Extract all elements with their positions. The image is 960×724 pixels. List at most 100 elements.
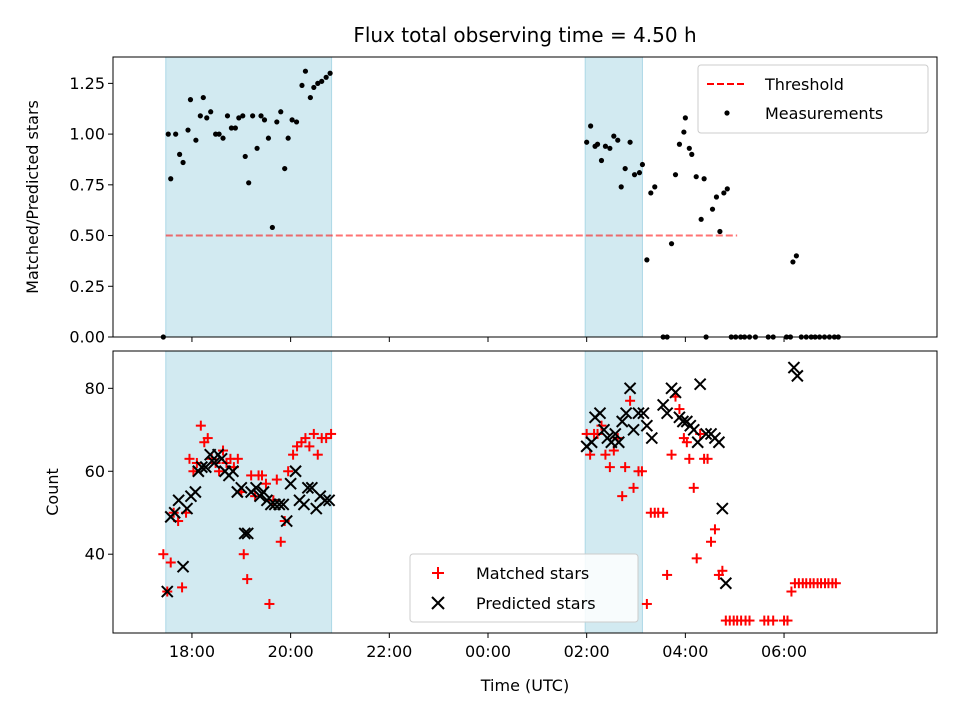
- ratio-panel: 0.00 0.25 0.50 0.75 1.00 1.25 Matched/Predict…: [23, 56, 938, 347]
- measurement-point: [648, 190, 654, 196]
- matched-star-marker: [830, 578, 841, 589]
- legend-matched-label: Matched stars: [476, 564, 589, 583]
- measurement-point: [622, 165, 628, 172]
- measurement-point: [307, 94, 313, 101]
- matched-star-marker: [308, 428, 319, 439]
- matched-star-marker: [238, 549, 249, 560]
- measurement-point: [676, 141, 683, 147]
- y-tick-label: 1.00: [69, 125, 105, 144]
- measurement-point: [254, 145, 260, 151]
- x-tick-label: 18:00: [169, 642, 215, 661]
- predicted-star-marker: [207, 456, 221, 470]
- predicted-star-marker: [189, 485, 202, 499]
- measurement-point: [173, 131, 179, 137]
- y-tick-label: 80: [85, 379, 105, 398]
- predicted-star-marker-b: [305, 481, 319, 495]
- predicted-star-marker: [645, 431, 659, 445]
- matched-star-marker: [658, 507, 669, 518]
- predicted-star-marker-b: [712, 436, 726, 449]
- x-tick-label: 00:00: [465, 642, 511, 661]
- predicted-star-marker-b: [284, 477, 297, 490]
- measurement-point: [686, 145, 692, 151]
- legend-measurements-swatch: [724, 110, 730, 116]
- predicted-star-marker-b: [676, 415, 690, 428]
- measurement-point: [602, 143, 609, 149]
- predicted-star-marker: [637, 406, 650, 420]
- measurement-point: [200, 94, 206, 101]
- predicted-star-marker-b: [615, 415, 629, 428]
- measurement-point: [240, 113, 246, 119]
- predicted-star-marker-b: [280, 514, 293, 528]
- matched-star-marker: [260, 478, 271, 489]
- observing-window-shade: [584, 56, 643, 338]
- predicted-star-marker: [615, 415, 629, 428]
- predicted-star-marker-b: [619, 406, 633, 420]
- matched-star-marker: [625, 395, 636, 406]
- matched-star-marker: [628, 482, 639, 493]
- predicted-star-marker: [791, 369, 804, 383]
- predicted-star-marker-b: [172, 494, 185, 507]
- matched-star-marker: [600, 449, 611, 460]
- ratio-legend: Threshold Measurements: [697, 64, 929, 134]
- measurement-point: [724, 186, 730, 192]
- measurement-point: [228, 125, 235, 131]
- matched-star-marker: [620, 462, 631, 473]
- legend-predicted-label: Predicted stars: [476, 594, 596, 613]
- measurement-point: [644, 257, 650, 263]
- measurement-point: [594, 141, 601, 147]
- measurement-point: [701, 176, 707, 182]
- measurement-point: [682, 115, 688, 121]
- x-tick-label: 20:00: [268, 642, 314, 661]
- measurement-point: [208, 109, 214, 115]
- count-legend-box: [409, 553, 639, 623]
- measurement-point: [709, 206, 716, 212]
- x-axis-label: Time (UTC): [480, 676, 569, 695]
- predicted-star-marker-b: [627, 423, 640, 437]
- predicted-star-marker-b: [640, 419, 654, 432]
- measurement-point: [265, 135, 272, 141]
- predicted-star-marker: [238, 527, 251, 540]
- chart-title: Flux total observing time = 4.50 h: [353, 23, 696, 47]
- ratio-legend-box: [697, 64, 929, 134]
- matched-star-marker: [717, 565, 728, 576]
- predicted-stars-points: [161, 361, 804, 598]
- matched-star-marker: [264, 598, 275, 609]
- matched-star-marker: [195, 420, 206, 431]
- measurement-point: [615, 137, 621, 143]
- predicted-star-marker: [168, 506, 181, 519]
- measurement-point: [180, 159, 186, 166]
- predicted-star-marker-b: [645, 431, 659, 445]
- legend-matched-swatch: [432, 567, 444, 579]
- predicted-star-marker-b: [273, 498, 286, 511]
- measurement-point: [187, 97, 194, 103]
- legend-measurements-label: Measurements: [765, 104, 883, 123]
- predicted-star-marker: [669, 386, 682, 399]
- measurement-point: [269, 224, 275, 231]
- measurement-point: [319, 78, 325, 84]
- predicted-star-marker-b: [207, 456, 221, 470]
- predicted-star-marker: [632, 406, 645, 420]
- measurement-point: [168, 176, 174, 182]
- y-tick-label: 40: [85, 545, 105, 564]
- matched-star-marker: [666, 449, 677, 460]
- predicted-star-marker-b: [318, 494, 332, 507]
- predicted-star-marker-b: [322, 494, 336, 507]
- predicted-star-marker-b: [161, 585, 174, 598]
- ratio-panel-frame: [112, 56, 938, 338]
- predicted-star-marker: [284, 477, 297, 490]
- measurement-point: [611, 133, 617, 139]
- matched-star-marker: [202, 433, 213, 444]
- measurement-point: [282, 165, 288, 172]
- matched-star-marker: [674, 404, 685, 415]
- measurement-point: [790, 259, 796, 265]
- matched-star-marker: [706, 536, 717, 547]
- predicted-star-marker: [241, 527, 254, 540]
- measurement-point: [639, 161, 646, 168]
- predicted-star-marker-b: [277, 498, 290, 511]
- measurement-point: [327, 70, 333, 76]
- predicted-star-marker-b: [585, 436, 598, 449]
- predicted-star-marker-b: [301, 481, 315, 495]
- predicted-star-marker-b: [787, 361, 801, 374]
- measurement-point: [242, 153, 248, 160]
- predicted-star-marker-b: [791, 369, 804, 383]
